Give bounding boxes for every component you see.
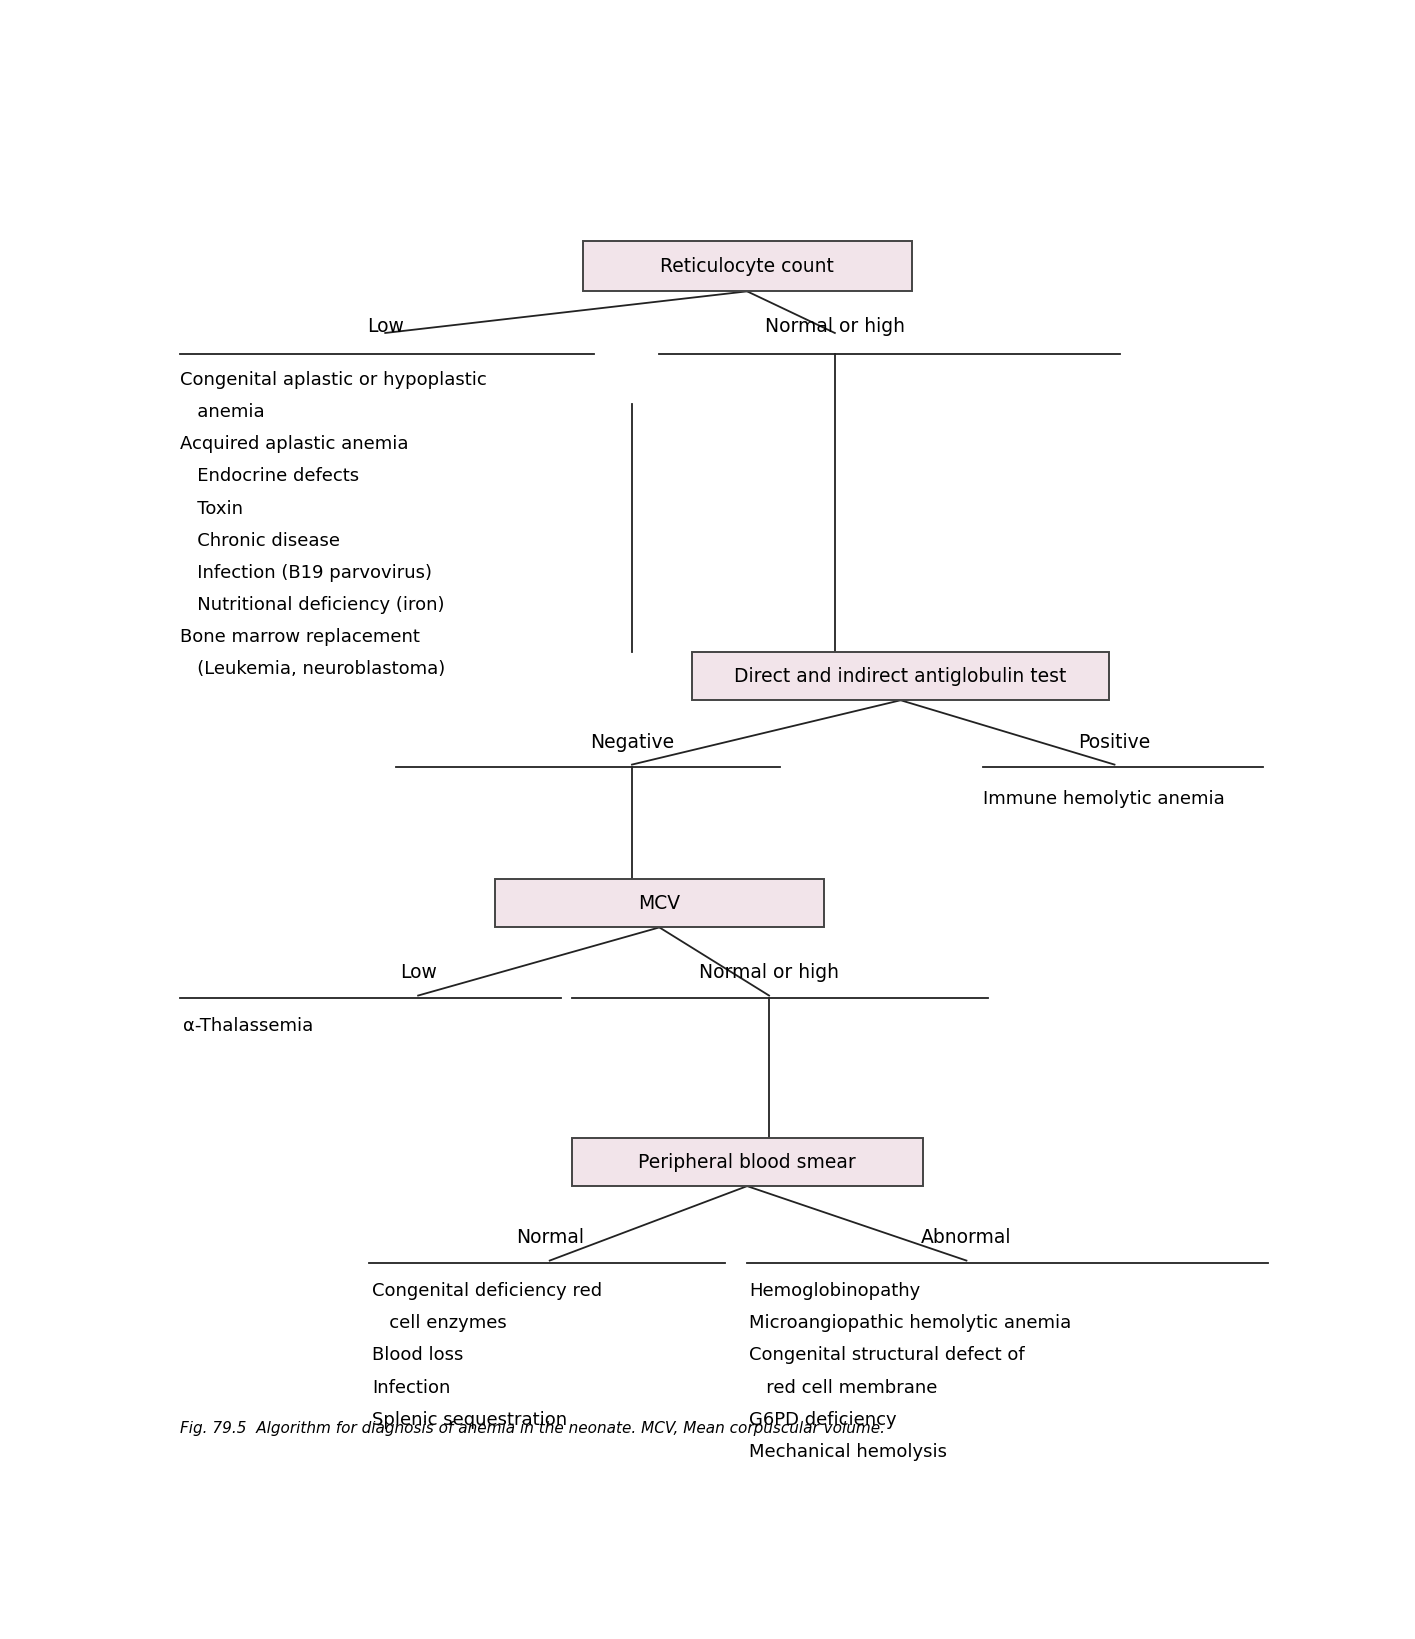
Text: Direct and indirect antiglobulin test: Direct and indirect antiglobulin test: [734, 667, 1067, 685]
Text: G6PD deficiency: G6PD deficiency: [750, 1411, 897, 1429]
Text: Low: Low: [399, 962, 437, 982]
Text: Negative: Negative: [590, 733, 674, 752]
FancyBboxPatch shape: [583, 241, 911, 292]
Text: Immune hemolytic anemia: Immune hemolytic anemia: [983, 790, 1224, 808]
Text: Microangiopathic hemolytic anemia: Microangiopathic hemolytic anemia: [750, 1314, 1071, 1333]
Text: Congenital structural defect of: Congenital structural defect of: [750, 1346, 1024, 1364]
Text: Blood loss: Blood loss: [372, 1346, 464, 1364]
Text: Hemoglobinopathy: Hemoglobinopathy: [750, 1282, 921, 1300]
Text: Endocrine defects: Endocrine defects: [180, 467, 359, 485]
Text: Toxin: Toxin: [180, 500, 243, 518]
Text: Infection (B19 parvovirus): Infection (B19 parvovirus): [180, 564, 432, 582]
Text: Reticulocyte count: Reticulocyte count: [661, 257, 833, 275]
Text: α-Thalassemia: α-Thalassemia: [184, 1016, 314, 1034]
Text: Positive: Positive: [1078, 733, 1150, 752]
Text: Chronic disease: Chronic disease: [180, 531, 340, 549]
Text: Mechanical hemolysis: Mechanical hemolysis: [750, 1442, 947, 1460]
Text: Abnormal: Abnormal: [921, 1228, 1012, 1247]
Text: Splenic sequestration: Splenic sequestration: [372, 1411, 567, 1429]
Text: anemia: anemia: [180, 403, 265, 421]
Text: Fig. 79.5  Algorithm for diagnosis of anemia in the neonate. MCV, Mean corpuscul: Fig. 79.5 Algorithm for diagnosis of ane…: [180, 1421, 886, 1436]
Text: Low: Low: [366, 316, 403, 336]
Text: Normal or high: Normal or high: [766, 316, 904, 336]
FancyBboxPatch shape: [495, 880, 824, 928]
Text: Normal or high: Normal or high: [699, 962, 839, 982]
Text: Acquired aplastic anemia: Acquired aplastic anemia: [180, 436, 409, 454]
Text: Infection: Infection: [372, 1378, 450, 1396]
Text: Congenital deficiency red: Congenital deficiency red: [372, 1282, 603, 1300]
Text: Peripheral blood smear: Peripheral blood smear: [638, 1152, 856, 1172]
FancyBboxPatch shape: [572, 1137, 923, 1187]
Text: MCV: MCV: [638, 893, 681, 913]
FancyBboxPatch shape: [692, 652, 1109, 700]
Text: cell enzymes: cell enzymes: [372, 1314, 507, 1333]
Text: (Leukemia, neuroblastoma): (Leukemia, neuroblastoma): [180, 661, 446, 679]
Text: red cell membrane: red cell membrane: [750, 1378, 938, 1396]
Text: Bone marrow replacement: Bone marrow replacement: [180, 628, 420, 646]
Text: Normal: Normal: [515, 1228, 584, 1247]
Text: Nutritional deficiency (iron): Nutritional deficiency (iron): [180, 597, 444, 615]
Text: Congenital aplastic or hypoplastic: Congenital aplastic or hypoplastic: [180, 370, 487, 388]
